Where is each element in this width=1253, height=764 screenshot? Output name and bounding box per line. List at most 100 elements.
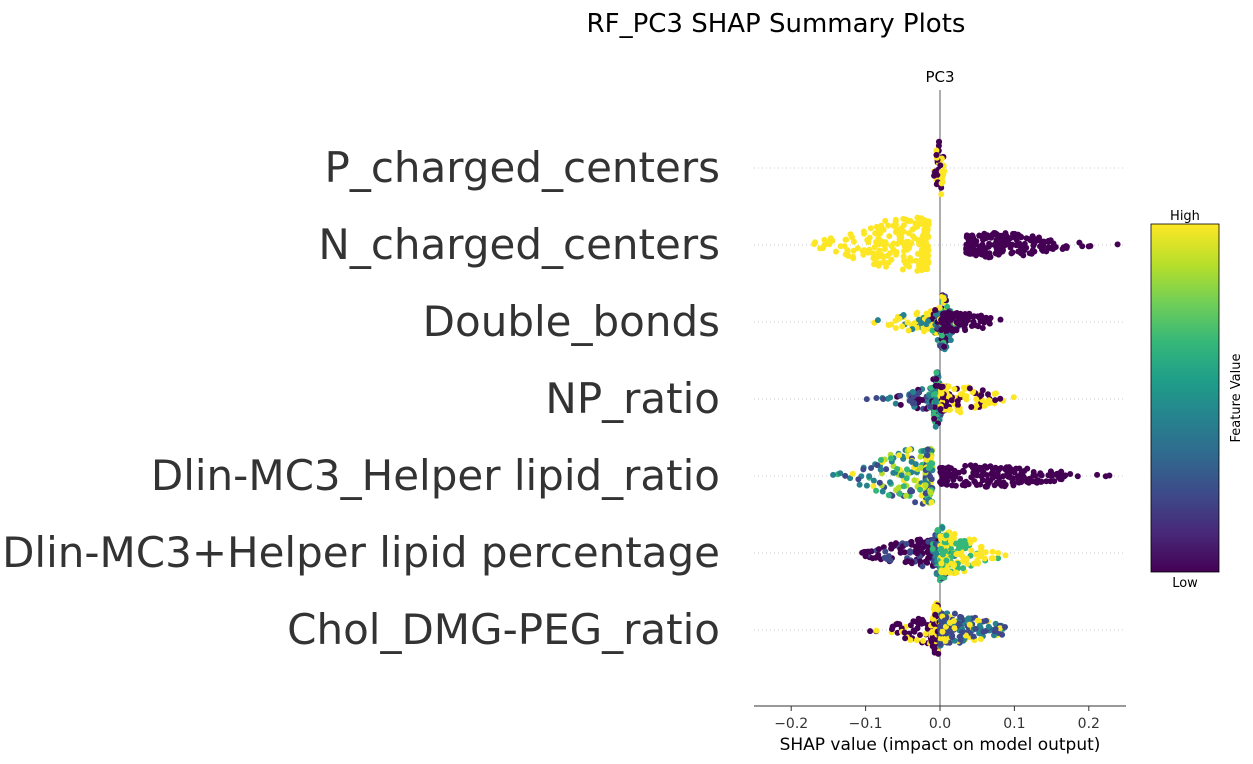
shap-point — [904, 319, 911, 326]
shap-point — [1015, 248, 1022, 255]
shap-point — [941, 343, 948, 350]
shap-point — [904, 558, 911, 565]
shap-point — [997, 395, 1004, 402]
shap-point — [943, 568, 950, 575]
shap-point — [985, 391, 991, 398]
shap-point — [983, 617, 990, 624]
shap-point — [905, 327, 912, 334]
shap-point — [1037, 478, 1044, 485]
shap-point — [943, 327, 950, 334]
shap-point — [990, 555, 997, 562]
shap-point — [982, 549, 989, 556]
shap-point — [883, 556, 890, 562]
shap-point — [938, 384, 945, 391]
shap-point — [883, 466, 890, 473]
shap-point — [994, 232, 1001, 239]
shap-point — [898, 472, 905, 479]
panel-title: PC3 — [925, 68, 954, 86]
shap-point — [948, 310, 955, 317]
shap-point — [1031, 248, 1038, 255]
shap-point — [896, 452, 903, 459]
x-tick-label: 0.1 — [1003, 716, 1025, 732]
shap-point — [956, 620, 962, 627]
shap-point — [1002, 238, 1009, 245]
shap-point — [867, 628, 874, 635]
shap-point — [990, 466, 996, 473]
shap-point — [1030, 242, 1037, 249]
shap-point — [937, 406, 944, 412]
shap-point — [842, 472, 849, 479]
shap-point — [896, 232, 903, 239]
shap-point — [878, 222, 885, 229]
shap-point — [970, 318, 977, 325]
shap-point — [919, 397, 925, 403]
shap-point — [942, 638, 949, 644]
shap-point — [877, 230, 883, 237]
shap-point — [931, 172, 938, 179]
x-tick-label: −0.2 — [774, 716, 808, 732]
shap-point — [939, 628, 946, 635]
shap-point — [868, 465, 875, 471]
shap-point — [905, 238, 912, 245]
shap-point — [914, 550, 921, 557]
shap-point — [1047, 237, 1054, 244]
shap-point — [935, 650, 942, 657]
shap-point — [919, 563, 926, 570]
colorbar-title: Feature Value — [1229, 354, 1244, 443]
shap-point — [823, 238, 830, 245]
shap-point — [1007, 466, 1014, 473]
shap-point — [941, 311, 948, 318]
shap-point — [866, 246, 873, 253]
shap-point — [934, 527, 941, 533]
shap-point — [962, 462, 969, 469]
shap-point — [983, 250, 990, 257]
shap-point — [978, 543, 985, 550]
shap-point — [969, 233, 976, 240]
shap-point — [975, 323, 982, 330]
shap-point — [924, 452, 931, 459]
shap-point — [1008, 250, 1015, 257]
feature-label: Double_bonds — [423, 297, 720, 346]
shap-point — [917, 486, 924, 493]
shap-point — [925, 220, 932, 227]
shap-point — [850, 238, 857, 245]
shap-point — [945, 383, 952, 390]
shap-point — [938, 481, 945, 487]
shap-point — [1002, 624, 1008, 630]
shap-point — [960, 565, 967, 572]
shap-point — [889, 623, 896, 630]
shap-point — [883, 241, 890, 247]
shap-point — [953, 312, 960, 319]
shap-point — [983, 314, 990, 321]
shap-point — [900, 312, 907, 318]
feature-label: Dlin-MC3_Helper lipid_ratio — [151, 451, 720, 500]
shap-point — [968, 547, 975, 554]
shap-point — [957, 475, 964, 482]
shap-point — [897, 392, 904, 399]
shap-point — [922, 490, 929, 497]
shap-point — [957, 613, 964, 620]
shap-point — [982, 463, 988, 470]
shap-point — [925, 538, 932, 545]
shap-point — [951, 610, 958, 617]
shap-point — [950, 535, 957, 542]
shap-point — [910, 393, 917, 400]
shap-point — [951, 470, 958, 477]
shap-point — [928, 384, 934, 391]
shap-point — [827, 235, 834, 242]
shap-point — [972, 479, 978, 486]
shap-point — [905, 230, 912, 237]
shap-point — [963, 396, 970, 403]
shap-point — [946, 628, 953, 635]
shap-point — [924, 559, 931, 566]
shap-point — [860, 466, 867, 473]
shap-point — [904, 466, 910, 473]
shap-point — [976, 551, 983, 558]
shap-point — [935, 142, 942, 149]
shap-point — [847, 475, 854, 482]
shap-point — [917, 558, 924, 565]
shap-point — [913, 257, 920, 264]
shap-point — [947, 337, 954, 344]
shap-point — [925, 555, 932, 562]
shap-point — [917, 632, 923, 638]
